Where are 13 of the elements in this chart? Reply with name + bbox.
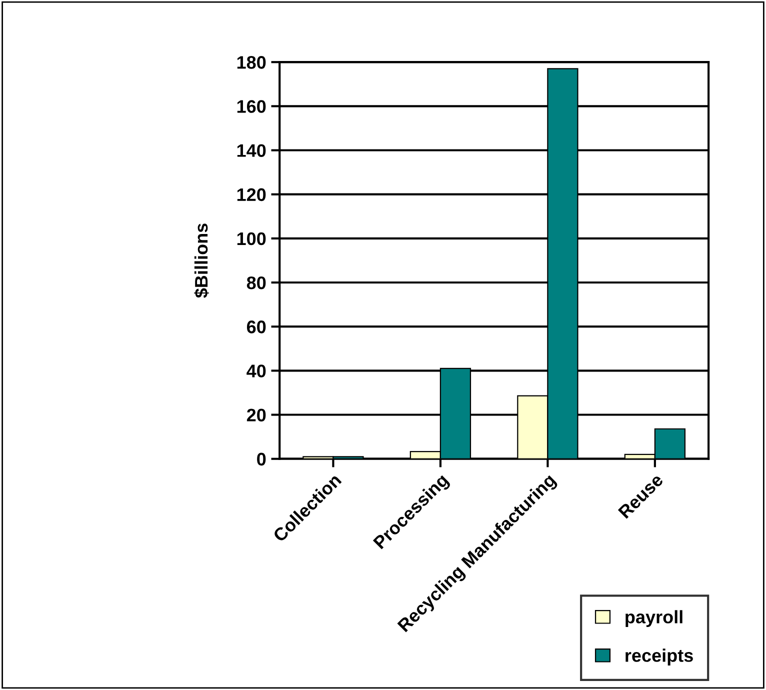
y-tick-label: 180 [237, 56, 266, 69]
y-tick-label: 120 [237, 188, 266, 202]
y-tick-label: 40 [246, 364, 266, 378]
legend-label: payroll [626, 610, 682, 627]
y-tick-label: 140 [237, 144, 266, 157]
legend-label: receipts [626, 648, 693, 666]
y-axis-title: $Billions [194, 224, 209, 298]
y-tick-label: 100 [237, 232, 266, 246]
y-tick-label: 0 [257, 452, 266, 466]
y-tick-label: 60 [246, 320, 266, 334]
y-tick-label: 160 [237, 100, 266, 113]
y-tick-label: 80 [246, 276, 266, 290]
y-tick-label: 20 [246, 408, 266, 422]
